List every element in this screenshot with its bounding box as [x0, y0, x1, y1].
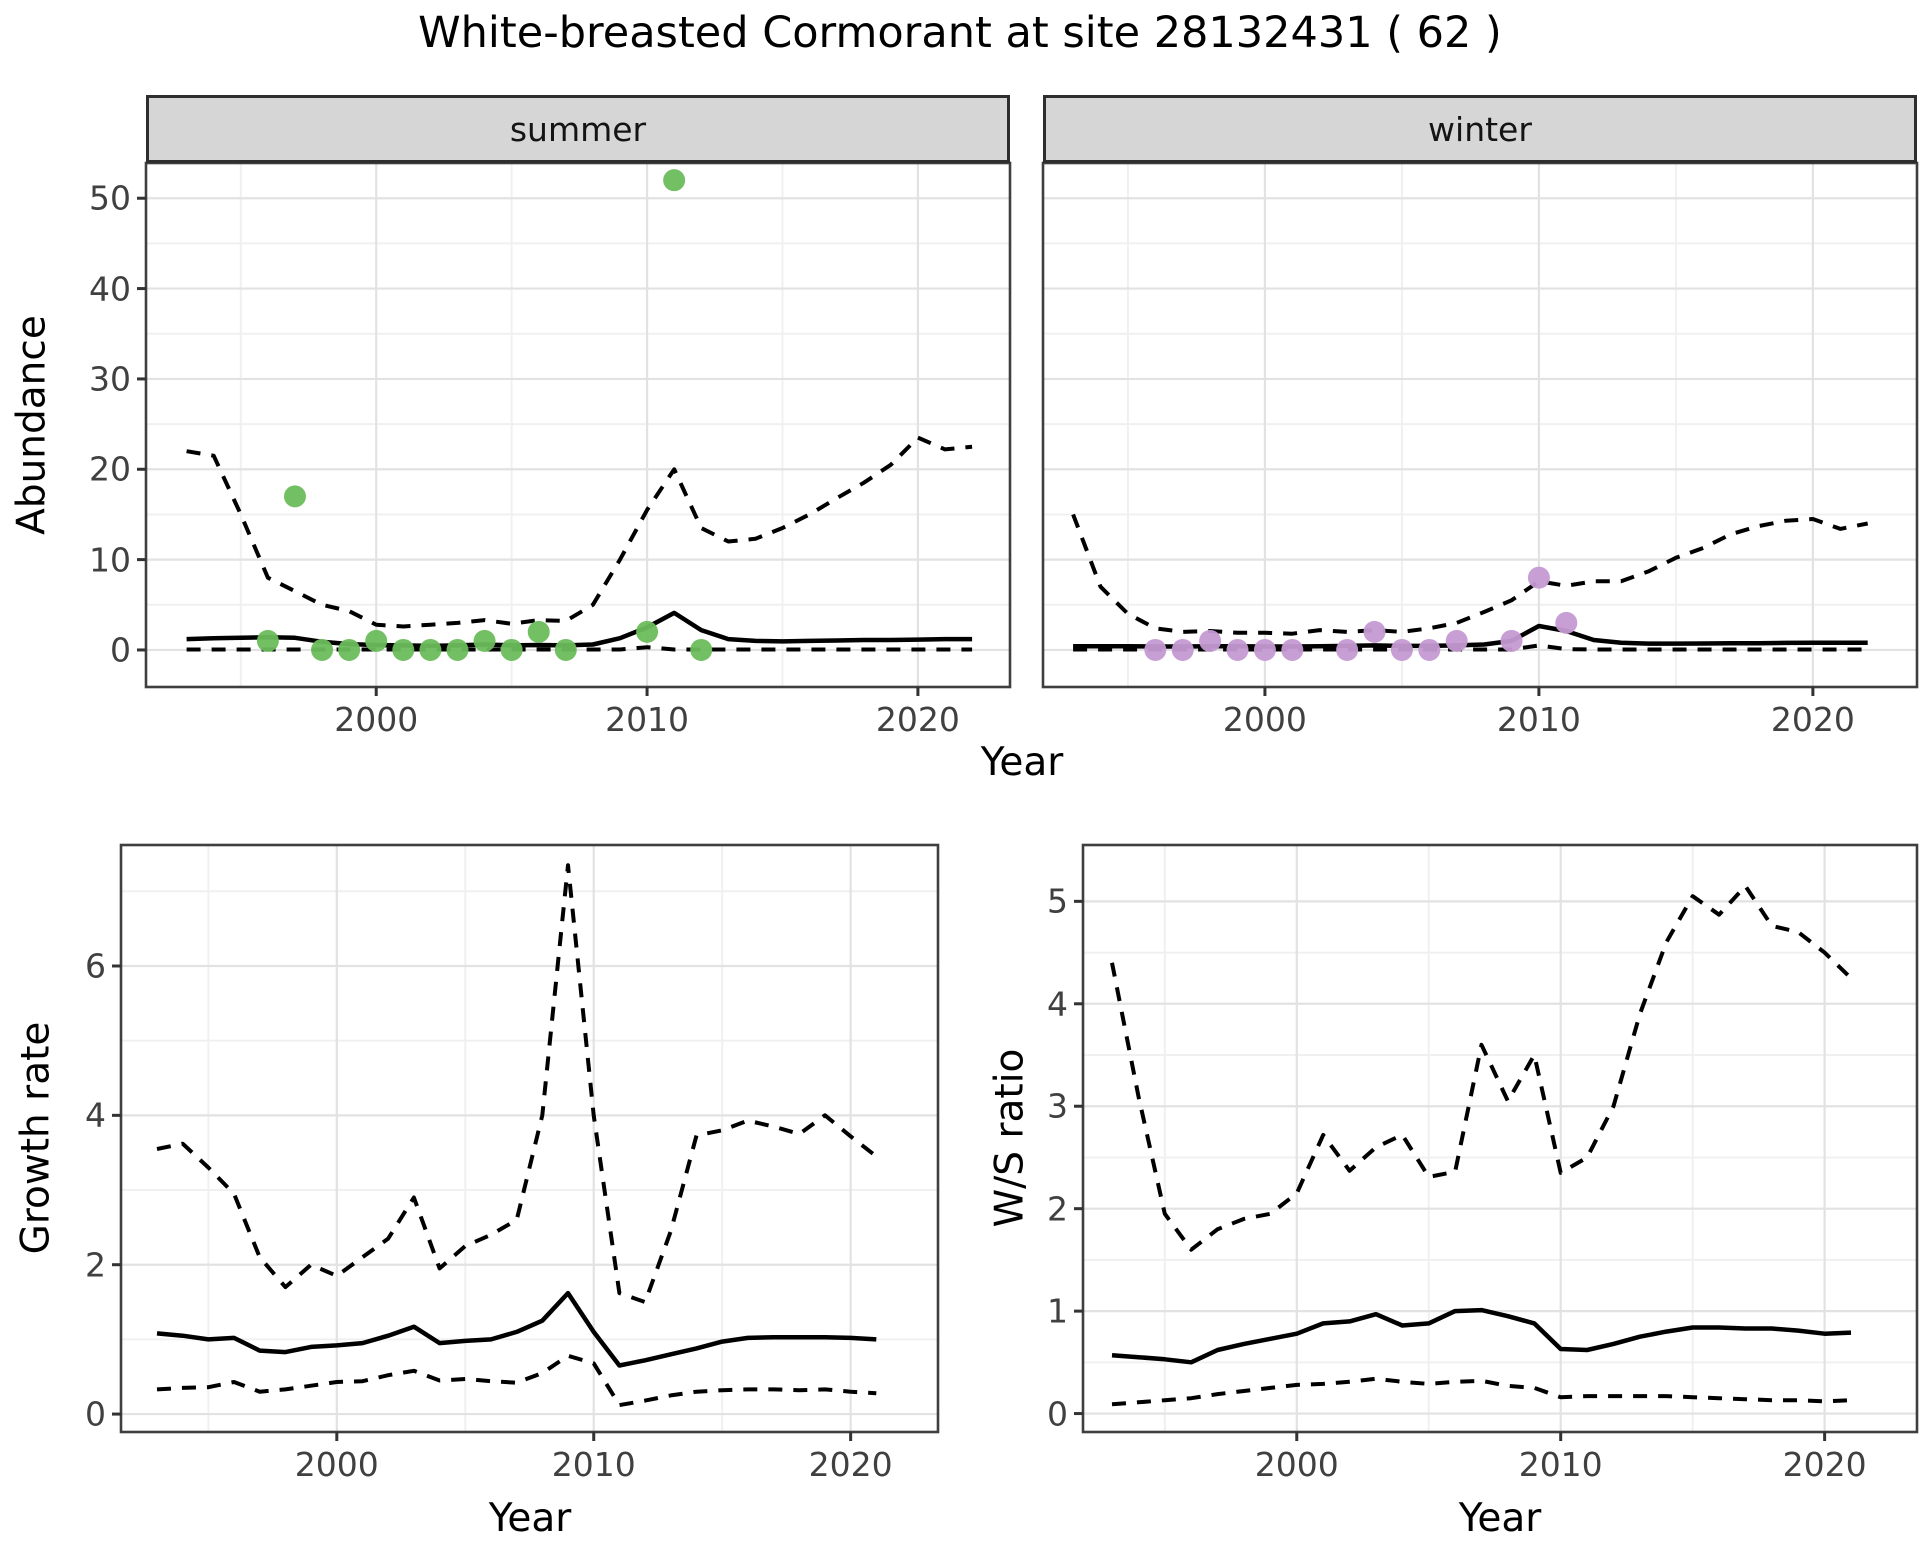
- observation-dot: [1527, 566, 1550, 589]
- y-tick-label: 0: [110, 630, 131, 670]
- observation-dot: [1555, 611, 1578, 634]
- facet-strip-summer: summer: [146, 95, 1010, 163]
- observation-dot: [527, 620, 550, 643]
- x-tick-label: 2010: [1518, 1445, 1603, 1484]
- x-axis-title-ws-ratio: Year: [1458, 1496, 1542, 1541]
- upper95-line: [1071, 513, 1869, 636]
- observation-dot: [636, 620, 659, 643]
- facet-strip-summer-label: summer: [509, 109, 647, 149]
- observation-dot: [446, 638, 469, 661]
- facet-strip-winter-label: winter: [1428, 109, 1532, 149]
- x-tick-label: 2000: [1254, 1445, 1339, 1484]
- observation-dot: [1171, 638, 1194, 661]
- y-tick-label: 3: [1047, 1086, 1068, 1126]
- figure-title: White-breasted Cormorant at site 2813243…: [418, 8, 1502, 58]
- observation-dot: [500, 638, 523, 661]
- upper95-line: [156, 863, 878, 1305]
- observation-dot: [690, 638, 713, 661]
- observation-dot: [1226, 638, 1249, 661]
- lower95-line: [1111, 1376, 1852, 1407]
- observation-dot: [1144, 638, 1167, 661]
- x-tick-label: 2010: [551, 1445, 636, 1484]
- observation-dot: [311, 638, 334, 661]
- y-axis-title-growth-rate: Growth rate: [13, 1021, 59, 1255]
- observation-dot: [256, 629, 279, 652]
- y-tick-label: 5: [1047, 881, 1068, 921]
- observation-dot: [1500, 629, 1523, 652]
- y-tick-label: 50: [89, 178, 131, 218]
- mean-line: [186, 610, 973, 649]
- y-tick-label: 20: [89, 449, 131, 489]
- y-tick-label: 40: [89, 269, 131, 309]
- x-tick-label: 2010: [605, 700, 690, 739]
- y-tick-label: 1: [1047, 1291, 1068, 1331]
- panel-border: [119, 843, 940, 1434]
- observation-dot: [1363, 620, 1386, 643]
- y-tick-label: 2: [1047, 1189, 1068, 1229]
- upper95-line: [186, 435, 973, 629]
- y-tick-label: 0: [1047, 1394, 1068, 1434]
- x-tick-label: 2020: [808, 1445, 893, 1484]
- observation-dot: [365, 629, 388, 652]
- panel-border: [1081, 843, 1919, 1434]
- observation-dot: [392, 638, 415, 661]
- x-tick-label: 2020: [1782, 1445, 1867, 1484]
- observation-dot: [1281, 638, 1304, 661]
- facet-strip-winter: winter: [1043, 95, 1917, 163]
- panel-border: [1041, 161, 1919, 689]
- x-axis-title-growth-rate: Year: [488, 1496, 572, 1541]
- x-tick-label: 2010: [1496, 700, 1581, 739]
- lower95-line: [156, 1353, 877, 1408]
- observation-dot: [419, 638, 442, 661]
- x-tick-label: 2020: [1770, 700, 1855, 739]
- y-tick-label: 2: [85, 1245, 106, 1285]
- x-tick-label: 2000: [294, 1445, 379, 1484]
- observation-dot: [1253, 638, 1276, 661]
- mean-line: [156, 1290, 877, 1368]
- y-tick-label: 10: [89, 540, 131, 580]
- y-tick-label: 4: [1047, 984, 1068, 1024]
- observation-dot: [1390, 638, 1413, 661]
- observation-dot: [473, 629, 496, 652]
- x-tick-label: 2020: [875, 700, 960, 739]
- observation-dot: [1199, 629, 1222, 652]
- y-tick-label: 30: [89, 359, 131, 399]
- upper95-line: [1110, 884, 1853, 1252]
- mean-line: [1111, 1307, 1852, 1365]
- y-tick-label: 6: [85, 946, 106, 986]
- x-tick-label: 2000: [334, 700, 419, 739]
- observation-dot: [283, 485, 306, 508]
- panel-border: [144, 161, 1012, 689]
- y-tick-label: 0: [85, 1394, 106, 1434]
- x-axis-title-top: Year: [980, 740, 1064, 785]
- observation-dot: [554, 638, 577, 661]
- y-axis-title-abundance: Abundance: [9, 315, 55, 535]
- mean-line: [1073, 623, 1868, 649]
- observation-dot: [1445, 629, 1468, 652]
- x-tick-label: 2000: [1222, 700, 1307, 739]
- observation-dot: [663, 169, 686, 192]
- y-tick-label: 4: [85, 1095, 106, 1135]
- observation-dot: [338, 638, 361, 661]
- observation-dot: [1418, 638, 1441, 661]
- observation-dot: [1336, 638, 1359, 661]
